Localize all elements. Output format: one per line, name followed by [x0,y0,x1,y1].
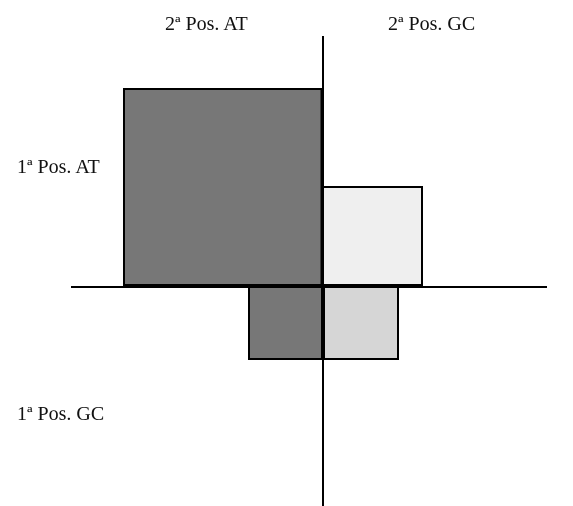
large-dark-square [123,88,323,286]
small-dark-square-lower-left [248,286,323,360]
label-top-left: 2ª Pos. AT [165,13,248,35]
small-light-square-lower-right [323,286,399,360]
label-top-right: 2ª Pos. GC [388,13,475,35]
light-square-upper-right [321,186,423,286]
label-left-upper: 1ª Pos. AT [17,156,100,178]
label-left-lower: 1ª Pos. GC [17,403,104,425]
